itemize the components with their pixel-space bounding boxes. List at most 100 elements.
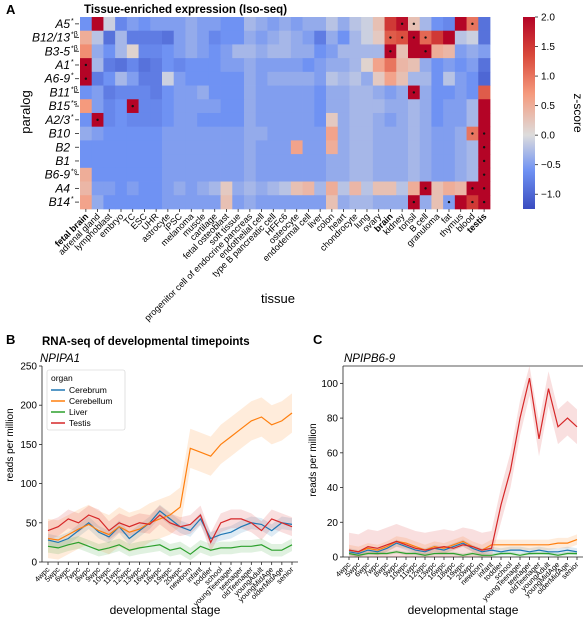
heatmap-cell xyxy=(80,44,93,59)
heatmap-cell xyxy=(279,112,292,128)
heatmap-cell xyxy=(80,167,93,182)
significance-marker xyxy=(84,77,88,80)
heatmap-cell xyxy=(267,99,280,114)
heatmap-cell xyxy=(255,99,268,114)
significance-marker xyxy=(389,36,392,39)
heatmap-row-label-superscript: *s xyxy=(71,100,78,107)
y-tick-label: 100 xyxy=(20,479,37,490)
heatmap-cell xyxy=(220,44,233,59)
heatmap-cell xyxy=(162,71,175,86)
heatmap-cell xyxy=(267,126,280,141)
heatmap-cell xyxy=(384,140,397,155)
heatmap-cell xyxy=(349,44,362,59)
line-chart-b-subtitle: NPIPA1 xyxy=(40,353,80,365)
heatmap-cell xyxy=(138,181,151,196)
heatmap-cell xyxy=(372,44,385,59)
heatmap-cell xyxy=(162,85,175,100)
series-line-liver xyxy=(348,551,577,556)
heatmap-cell xyxy=(443,181,456,196)
heatmap-cell xyxy=(173,85,186,100)
series-line-liver xyxy=(47,541,293,555)
heatmap-cell xyxy=(197,126,210,141)
heatmap-cell xyxy=(454,58,467,73)
heatmap-cell xyxy=(126,71,139,86)
heatmap-cell xyxy=(267,195,280,210)
heatmap-cell xyxy=(361,58,374,73)
heatmap-cell xyxy=(244,154,257,169)
heatmap-cell xyxy=(337,195,350,210)
heatmap-cell xyxy=(150,112,163,128)
heatmap-cell xyxy=(138,195,151,210)
heatmap-cell xyxy=(103,85,116,100)
heatmap-cell xyxy=(290,17,303,32)
heatmap-cell xyxy=(302,71,315,86)
significance-marker xyxy=(471,187,474,190)
significance-marker xyxy=(389,50,392,53)
heatmap-cell xyxy=(396,99,409,114)
heatmap-y-axis-label: paralog xyxy=(18,90,33,133)
heatmap-cell xyxy=(419,195,432,210)
significance-marker xyxy=(412,91,416,94)
heatmap-cell xyxy=(466,154,479,169)
heatmap-cell xyxy=(396,140,409,155)
heatmap-cell xyxy=(185,85,198,100)
heatmap-cell xyxy=(267,181,280,196)
heatmap-cell xyxy=(361,154,374,169)
heatmap-cell xyxy=(337,112,350,128)
heatmap-cell xyxy=(220,126,233,141)
heatmap-cell xyxy=(478,99,491,114)
significance-marker xyxy=(471,200,474,204)
heatmap-cell xyxy=(232,140,245,155)
heatmap-cell xyxy=(115,58,128,73)
heatmap-cell xyxy=(290,99,303,114)
heatmap-cell xyxy=(337,140,350,155)
heatmap-cell xyxy=(197,181,210,196)
heatmap-cell xyxy=(185,167,198,182)
heatmap-cell xyxy=(454,99,467,114)
heatmap-cell xyxy=(185,30,198,45)
heatmap-cell xyxy=(372,71,385,86)
heatmap-row-label-superscript: * xyxy=(71,59,74,66)
heatmap-cell xyxy=(162,126,175,141)
heatmap-cell xyxy=(466,44,479,59)
heatmap-cell xyxy=(91,195,104,210)
heatmap-cell xyxy=(454,167,467,182)
heatmap-row-label: B6-9 xyxy=(45,168,71,182)
heatmap-cell xyxy=(314,154,327,169)
legend-title: organ xyxy=(51,373,73,383)
legend xyxy=(46,369,126,431)
heatmap-cell xyxy=(314,44,327,59)
heatmap-cell xyxy=(91,99,104,114)
heatmap-cell xyxy=(220,154,233,169)
heatmap-cell xyxy=(185,99,198,114)
heatmap-cell xyxy=(244,112,257,128)
heatmap-cell xyxy=(220,112,233,128)
heatmap-cell xyxy=(220,167,233,182)
heatmap-cell xyxy=(279,17,292,32)
heatmap-cell xyxy=(302,99,315,114)
heatmap-cell xyxy=(138,71,151,86)
heatmap-cell xyxy=(150,167,163,182)
heatmap-cell xyxy=(431,167,444,182)
heatmap-cell xyxy=(478,85,491,100)
heatmap-cell xyxy=(103,140,116,155)
heatmap-cell xyxy=(197,140,210,155)
heatmap-cell xyxy=(314,167,327,182)
series-confidence-band xyxy=(48,505,292,552)
heatmap-cell xyxy=(232,99,245,114)
series-confidence-band xyxy=(349,539,577,557)
heatmap-cell xyxy=(255,71,268,86)
colorbar-tick-label: 0.5 xyxy=(541,101,555,112)
colorbar-ticks: 2.0 1.5 1.0 0.5 0.0 −0.5 −1.0 xyxy=(535,13,561,201)
heatmap-cell xyxy=(150,195,163,210)
heatmap-cell xyxy=(443,154,456,169)
heatmap-cell xyxy=(443,167,456,182)
heatmap-cell xyxy=(255,140,268,155)
heatmap-cell xyxy=(325,99,339,114)
heatmap-cell xyxy=(466,71,479,86)
heatmap-cell xyxy=(138,17,151,32)
heatmap-cell xyxy=(126,85,139,100)
heatmap-cell xyxy=(372,58,385,73)
significance-marker xyxy=(131,104,134,108)
heatmap-row-label-superscript: *β xyxy=(71,86,78,93)
